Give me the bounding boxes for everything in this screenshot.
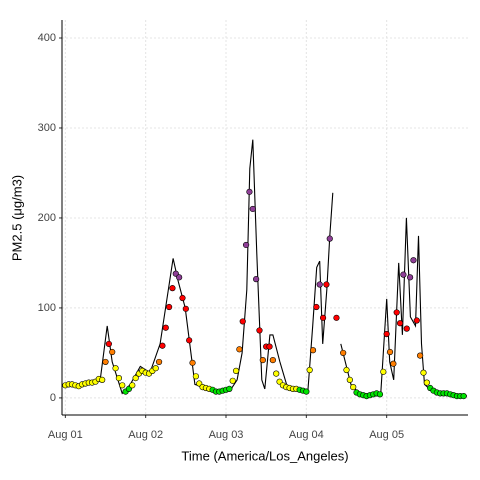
x-axis-title: Time (America/Los_Angeles) xyxy=(181,448,348,463)
aqi-point xyxy=(105,340,112,348)
aqi-point xyxy=(396,320,404,327)
aqi-point xyxy=(380,368,387,375)
aqi-point xyxy=(192,373,199,380)
aqi-point xyxy=(350,384,357,391)
aqi-point xyxy=(313,303,320,311)
y-tick-label: 400 xyxy=(38,32,56,44)
x-tick-label: Aug 04 xyxy=(289,429,324,441)
aqi-point xyxy=(129,382,136,389)
y-tick-label: 0 xyxy=(50,392,56,404)
aqi-point xyxy=(323,281,330,288)
pm25-line xyxy=(99,139,468,397)
aqi-point xyxy=(189,359,196,366)
aqi-point xyxy=(112,365,119,372)
aqi-point xyxy=(316,281,323,288)
aqi-point xyxy=(159,342,166,349)
aqi-point xyxy=(417,352,424,359)
aqi-point xyxy=(179,294,186,302)
aqi-point xyxy=(109,348,116,356)
aqi-point xyxy=(333,314,340,321)
aqi-point xyxy=(340,349,347,357)
aqi-point xyxy=(249,205,256,213)
aqi-point xyxy=(162,324,169,331)
aqi-point xyxy=(102,358,109,366)
aqi-point xyxy=(226,385,233,393)
aqi-point xyxy=(266,343,273,350)
aqi-point xyxy=(346,376,353,384)
aqi-point xyxy=(152,365,159,372)
aqi-point xyxy=(253,276,260,283)
aqi-point xyxy=(326,235,333,242)
aqi-point xyxy=(403,325,410,332)
aqi-point xyxy=(115,375,123,382)
aqi-point xyxy=(309,347,317,354)
aqi-point xyxy=(273,370,280,377)
aqi-point xyxy=(406,274,414,281)
aqi-point xyxy=(306,366,313,374)
x-tick-label: Aug 03 xyxy=(209,429,244,441)
aqi-point xyxy=(155,358,163,366)
aqi-point xyxy=(119,382,126,389)
x-tick-label: Aug 05 xyxy=(369,429,404,441)
y-tick-label: 300 xyxy=(38,122,56,134)
y-axis-title: PM2.5 (μg/m3) xyxy=(9,175,24,261)
aqi-point xyxy=(182,305,189,312)
aqi-point xyxy=(383,330,390,338)
aqi-point xyxy=(303,388,310,395)
aqi-point xyxy=(169,285,176,292)
y-tick-label: 200 xyxy=(38,212,56,224)
aqi-point xyxy=(176,274,183,281)
aqi-point xyxy=(343,366,350,374)
aqi-point xyxy=(186,337,193,344)
aqi-point xyxy=(420,369,427,376)
aqi-point xyxy=(236,346,243,353)
aqi-point xyxy=(376,391,384,398)
y-tick-label: 100 xyxy=(38,302,56,314)
aqi-point xyxy=(460,393,467,400)
aqi-point xyxy=(319,314,327,321)
aqi-point xyxy=(423,379,430,386)
aqi-point xyxy=(242,241,250,249)
aqi-point xyxy=(410,257,417,264)
aqi-point xyxy=(400,271,407,278)
aqi-point xyxy=(246,188,253,195)
aqi-point xyxy=(239,318,246,325)
aqi-point xyxy=(393,309,400,316)
aqi-point xyxy=(132,375,139,382)
aqi-point xyxy=(269,357,276,364)
aqi-point xyxy=(413,317,420,324)
aqi-point xyxy=(256,327,263,334)
x-tick-label: Aug 01 xyxy=(48,429,83,441)
aqi-point xyxy=(229,377,236,384)
aqi-point xyxy=(390,360,397,367)
aqi-point xyxy=(259,357,266,364)
x-tick-label: Aug 02 xyxy=(128,429,163,441)
aqi-point xyxy=(232,367,240,375)
aqi-point xyxy=(99,376,106,384)
aqi-point xyxy=(386,348,394,356)
aqi-point xyxy=(166,303,173,311)
